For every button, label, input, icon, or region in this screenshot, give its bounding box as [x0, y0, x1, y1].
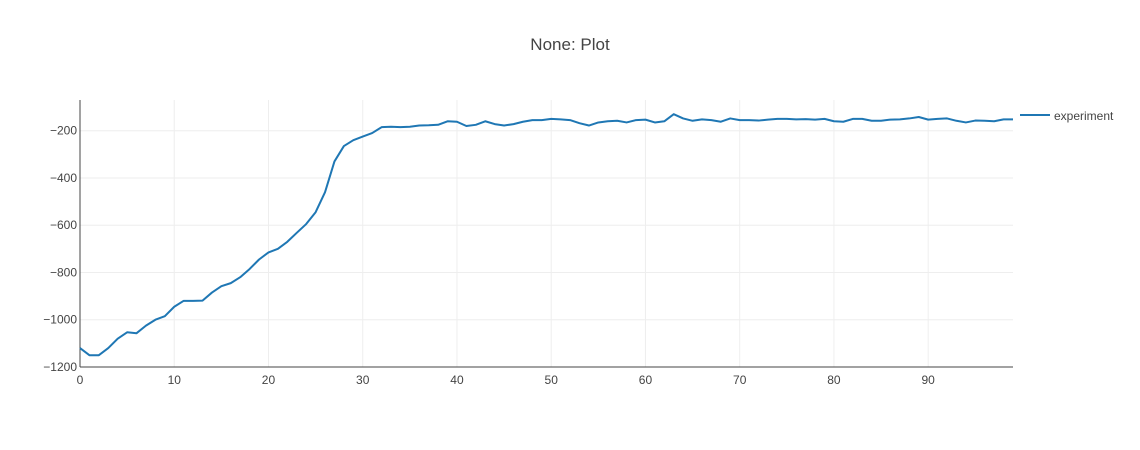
axes: 0 10 20 30 40 50 60 70 80 90 −1200 −1000 −800 −600 −40… [43, 100, 1013, 387]
x-tick-label: 0 [77, 373, 84, 387]
y-tick-label: −1200 [43, 360, 77, 374]
y-tick-label: −400 [50, 171, 77, 185]
x-tick-label: 90 [922, 373, 936, 387]
series-layer [79, 113, 1013, 357]
x-tick-label: 60 [639, 373, 653, 387]
y-tick-label: −600 [50, 218, 77, 232]
x-tick-label: 20 [262, 373, 276, 387]
legend[interactable]: experiment [1020, 109, 1114, 123]
x-tick-label: 30 [356, 373, 370, 387]
x-tick-label: 80 [827, 373, 841, 387]
chart-title: None: Plot [530, 35, 610, 54]
x-tick-label: 10 [168, 373, 182, 387]
series-line-experiment[interactable] [79, 113, 1013, 357]
y-tick-label: −200 [50, 124, 77, 138]
x-tick-label: 50 [545, 373, 559, 387]
y-tick-label: −1000 [43, 313, 77, 327]
legend-label-experiment: experiment [1054, 109, 1114, 123]
x-tick-label: 70 [733, 373, 747, 387]
y-tick-label: −800 [50, 265, 77, 279]
x-tick-label: 40 [450, 373, 464, 387]
grid [80, 100, 1013, 367]
